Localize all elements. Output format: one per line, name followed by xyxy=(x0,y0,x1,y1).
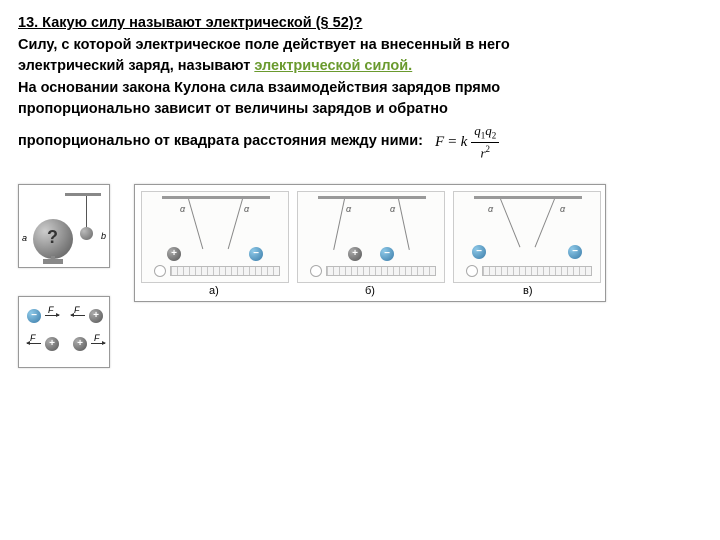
f-label: F xyxy=(74,305,80,315)
angle-label: α xyxy=(346,204,351,214)
bar-icon xyxy=(65,193,101,196)
arrow-left-icon xyxy=(27,343,41,344)
string-icon xyxy=(333,198,345,249)
string-icon xyxy=(535,198,555,247)
panel-c: α α − − xyxy=(453,191,601,283)
arrow-right-icon xyxy=(45,315,59,316)
line3: На основании закона Кулона сила взаимоде… xyxy=(18,80,500,96)
line5: пропорционально от квадрата расстояния м… xyxy=(18,132,423,152)
string-icon xyxy=(500,198,520,247)
angle-label: α xyxy=(488,204,493,214)
f-label: F xyxy=(48,305,54,315)
bar-icon xyxy=(162,196,270,199)
formula-den: r2 xyxy=(477,143,493,162)
f-label: F xyxy=(94,333,100,343)
charge-pos-icon: + xyxy=(167,247,181,261)
bar-icon xyxy=(318,196,426,199)
row-repulsion: F + + F xyxy=(27,337,105,351)
images-row: ? a b − F F + F + + F xyxy=(18,184,702,368)
circle-mark-icon xyxy=(466,265,478,277)
string-icon xyxy=(86,196,87,228)
line5-row: пропорционально от квадрата расстояния м… xyxy=(18,122,702,162)
formula-F: F xyxy=(435,132,444,152)
left-column: ? a b − F F + F + + F xyxy=(18,184,110,368)
label-a: a xyxy=(22,233,27,243)
text-block: 13. Какую силу называют электрической (§… xyxy=(18,12,702,162)
panel-label-a: а) xyxy=(209,285,219,301)
line2-highlight: электрической силой. xyxy=(254,58,412,74)
angle-label: α xyxy=(244,204,249,214)
stand-icon xyxy=(43,259,63,264)
panel-b: α α + − xyxy=(297,191,445,283)
formula-fraction: q1q2 r2 xyxy=(471,122,499,162)
angle-label: α xyxy=(560,204,565,214)
angle-label: α xyxy=(180,204,185,214)
formula-eq: = xyxy=(448,132,456,152)
figure-pendulum-panels: α α + − α α + − α α − − xyxy=(134,184,606,302)
charge-neg-icon: − xyxy=(249,247,263,261)
panel-label-b: б) xyxy=(365,285,375,301)
charge-neg-icon: − xyxy=(27,309,41,323)
figure-force-arrows: − F F + F + + F xyxy=(18,296,110,368)
panel-label-c: в) xyxy=(523,285,533,301)
ruler-icon xyxy=(170,266,280,276)
circle-mark-icon xyxy=(154,265,166,277)
charge-neg-icon: − xyxy=(380,247,394,261)
ruler-icon xyxy=(326,266,436,276)
bar-icon xyxy=(474,196,582,199)
f-label: F xyxy=(30,333,36,343)
small-ball-icon xyxy=(80,227,93,240)
arrow-right-icon xyxy=(91,343,105,344)
panel-a: α α + − xyxy=(141,191,289,283)
angle-label: α xyxy=(390,204,395,214)
charge-pos-icon: + xyxy=(89,309,103,323)
formula-k: k xyxy=(461,132,468,152)
arrow-left-icon xyxy=(71,315,85,316)
string-icon xyxy=(398,198,410,249)
label-b: b xyxy=(101,231,106,241)
string-icon xyxy=(188,198,203,248)
string-icon xyxy=(228,198,243,248)
charge-neg-icon: − xyxy=(472,245,486,259)
charge-pos-icon: + xyxy=(348,247,362,261)
ruler-icon xyxy=(482,266,592,276)
charge-neg-icon: − xyxy=(568,245,582,259)
row-attraction: − F F + xyxy=(27,309,103,323)
line4: пропорционально зависит от величины заря… xyxy=(18,101,448,117)
circle-mark-icon xyxy=(310,265,322,277)
figure-sphere-pendulum: ? a b xyxy=(18,184,110,268)
question-title: 13. Какую силу называют электрической (§… xyxy=(18,15,362,31)
question-mark: ? xyxy=(47,227,58,248)
line1: Силу, с которой электрическое поле дейст… xyxy=(18,37,510,53)
coulomb-formula: F = k q1q2 r2 xyxy=(435,122,499,162)
charge-pos-icon: + xyxy=(73,337,87,351)
line2-pre: электрический заряд, называют xyxy=(18,58,254,74)
charge-pos-icon: + xyxy=(45,337,59,351)
formula-num: q1q2 xyxy=(471,122,499,143)
